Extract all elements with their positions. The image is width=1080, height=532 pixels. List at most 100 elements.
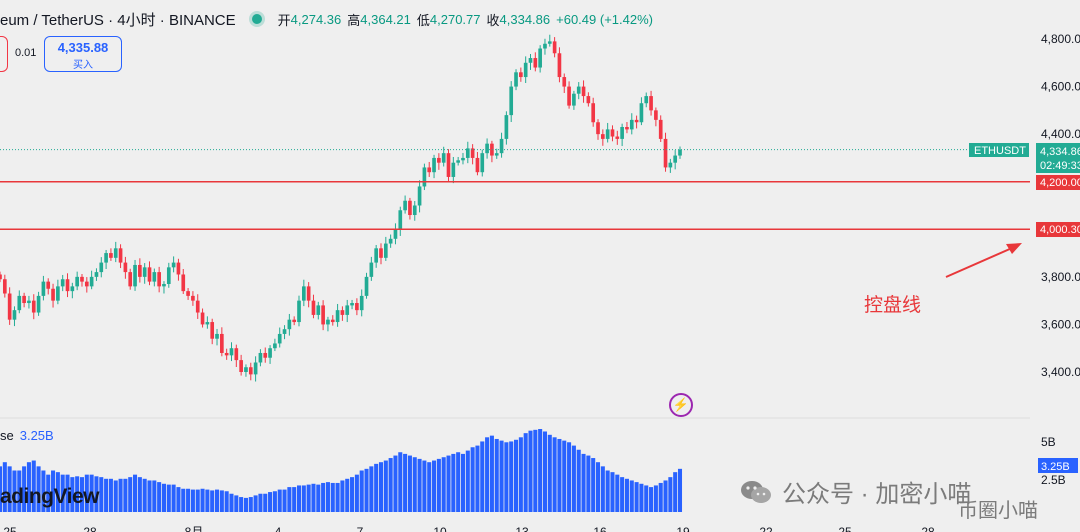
- volume-bar: [142, 478, 147, 512]
- time-tick-label: 4: [275, 525, 282, 532]
- time-tick-label: 13: [515, 525, 529, 532]
- volume-bar: [668, 477, 673, 512]
- volume-bar: [605, 470, 610, 512]
- volume-bar: [514, 439, 519, 512]
- volume-bar: [137, 477, 142, 512]
- volume-bar: [509, 441, 514, 512]
- candle-body: [634, 119, 639, 123]
- volume-bar: [55, 472, 60, 512]
- candle-body: [374, 248, 379, 263]
- volume-bar: [94, 476, 99, 512]
- volume-bar: [369, 466, 374, 512]
- candle-body: [51, 288, 55, 301]
- candle-body: [215, 333, 219, 339]
- volume-bar: [581, 453, 586, 512]
- volume-bar: [22, 466, 27, 512]
- volume-bar: [46, 474, 51, 512]
- volume-bar: [296, 485, 302, 512]
- volume-bar: [2, 462, 7, 512]
- candle-body: [615, 136, 620, 139]
- volume-bar: [393, 455, 398, 512]
- candle-body: [292, 319, 297, 323]
- volume-bar: [0, 466, 3, 512]
- candle-body: [176, 262, 181, 275]
- volume-bar: [51, 470, 56, 512]
- volume-bar: [287, 487, 292, 512]
- volume-bar: [591, 458, 596, 512]
- candle-body: [123, 262, 128, 273]
- time-tick-label: 8月: [185, 525, 204, 532]
- volume-bar: [239, 497, 244, 512]
- volume-bar: [649, 487, 654, 512]
- candle-body: [229, 348, 234, 356]
- volume-bar: [79, 477, 85, 512]
- candle-body: [287, 319, 292, 330]
- volume-bar: [533, 429, 538, 512]
- buy-button[interactable]: 4,335.88 买入: [44, 36, 122, 72]
- countdown-tag-value: 02:49:33: [1040, 160, 1080, 172]
- candle-body: [456, 160, 460, 163]
- volume-bar: [268, 492, 273, 512]
- volume-bar: [325, 482, 330, 512]
- candle-body: [220, 333, 224, 353]
- candle-body: [118, 248, 123, 263]
- candlesticks: [0, 34, 682, 382]
- volume-bar: [26, 462, 31, 512]
- candle-body: [84, 281, 89, 287]
- volume-bar: [359, 470, 364, 512]
- annotation-text: 控盘线: [864, 295, 922, 316]
- close-value: 4,334.86: [499, 11, 551, 27]
- candle-body: [470, 148, 475, 158]
- volume-bar: [190, 489, 195, 512]
- candle-body: [205, 322, 210, 325]
- volume-bar: [84, 474, 89, 512]
- price-tick-label: 3,800.00: [1041, 270, 1080, 284]
- volume-bar: [677, 468, 683, 512]
- volume-legend[interactable]: se 3.25B: [0, 428, 54, 443]
- candle-body: [80, 276, 84, 282]
- symbol-title[interactable]: eum / TetherUS · 4小时 · BINANCE: [0, 11, 236, 29]
- volume-bar: [123, 478, 128, 512]
- candle-body: [268, 348, 272, 358]
- volume-bar: [253, 495, 258, 512]
- tradingview-logo[interactable]: adingView: [0, 485, 99, 508]
- buy-price: 4,335.88: [57, 40, 109, 55]
- sell-button[interactable]: [0, 36, 8, 72]
- volume-bar: [75, 476, 80, 512]
- volume-bar: [629, 480, 634, 512]
- candle-body: [273, 343, 277, 349]
- volume-bar: [383, 460, 388, 512]
- candle-body: [557, 53, 562, 78]
- candle-body: [567, 86, 571, 106]
- volume-bar: [653, 485, 658, 512]
- candle-body: [306, 286, 311, 301]
- candle-body: [538, 48, 542, 68]
- volume-bar: [422, 460, 427, 512]
- candle-body: [128, 272, 133, 287]
- volume-bar: [65, 474, 70, 512]
- candle-body: [359, 295, 364, 311]
- low-value: 4,270.77: [429, 11, 481, 27]
- volume-bar: [552, 437, 557, 512]
- candle-body: [22, 295, 26, 304]
- candle-body: [509, 86, 514, 116]
- candle-body: [504, 115, 509, 139]
- candle-body: [200, 312, 205, 325]
- candle-body: [586, 96, 591, 104]
- candle-body: [162, 283, 166, 287]
- candle-body: [330, 319, 335, 323]
- time-tick-label: 7: [357, 525, 364, 532]
- candle-body: [350, 303, 354, 306]
- volume-bar: [7, 466, 12, 512]
- candle-body: [403, 200, 407, 211]
- volume-bar: [567, 442, 572, 512]
- volume-bar: [480, 441, 485, 512]
- candle-body: [46, 281, 51, 289]
- candle-body: [437, 157, 441, 163]
- volume-bar: [542, 431, 547, 512]
- lightning-icon[interactable]: ⚡: [669, 393, 693, 417]
- volume-legend-value: 3.25B: [19, 428, 54, 443]
- time-tick-label: 25: [838, 525, 852, 532]
- volume-bar: [41, 470, 46, 512]
